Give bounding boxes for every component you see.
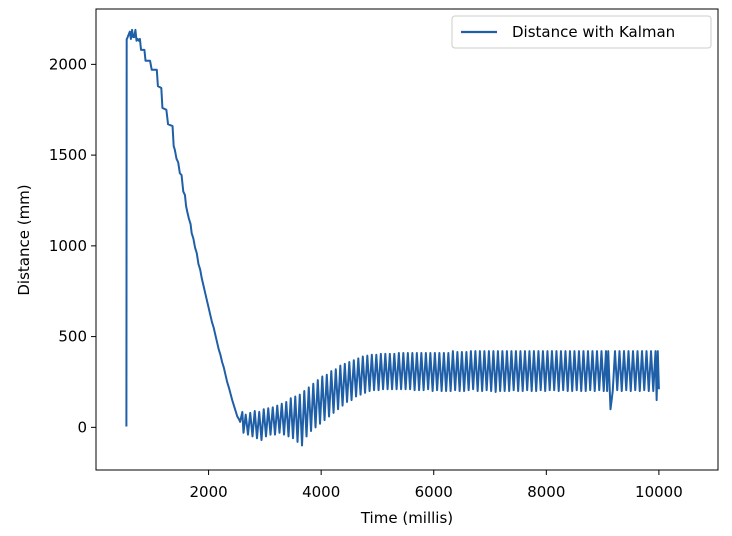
series-layer [125,28,660,447]
x-axis: 2000 4000 6000 8000 10000 [189,470,683,501]
y-axis: 0 500 1000 1500 2000 [49,55,96,436]
y-tick-label: 0 [77,418,87,436]
y-axis-title: Distance (mm) [15,184,33,295]
legend: Distance with Kalman [451,15,712,49]
plot-frame [95,8,719,471]
y-tick-label: 500 [58,328,87,346]
x-tick-label: 6000 [415,483,453,501]
y-tick-label: 1000 [49,237,87,255]
legend-label: Distance with Kalman [512,23,675,41]
y-tick-label: 1500 [49,146,87,164]
x-tick-label: 8000 [527,483,565,501]
series-line-0 [125,28,660,447]
x-tick-label: 2000 [189,483,227,501]
x-tick-label: 4000 [302,483,340,501]
x-tick-label: 10000 [635,483,683,501]
y-tick-label: 2000 [49,55,87,73]
legend-box [451,15,712,49]
x-axis-title: Time (millis) [360,509,453,527]
